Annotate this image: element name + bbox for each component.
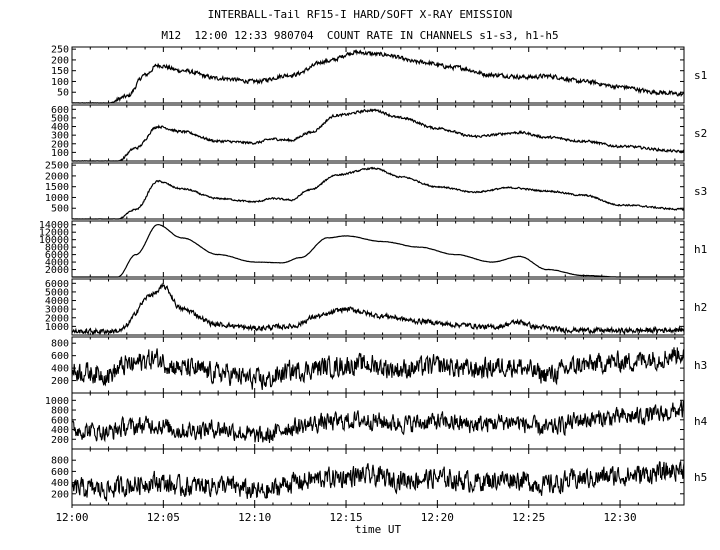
- y-tick-label: 600: [51, 105, 69, 116]
- y-tick-label: 500: [51, 204, 69, 215]
- y-tick-label: 200: [51, 55, 69, 66]
- panel-frame: [71, 104, 685, 162]
- y-tick-label: 8000: [45, 243, 69, 254]
- y-tick-label: 14000: [39, 220, 69, 231]
- panel-frame: [71, 278, 685, 336]
- y-tick-label: 200: [51, 376, 69, 387]
- y-tick-label: 500: [51, 113, 69, 124]
- y-tick-label: 600: [51, 351, 69, 362]
- panel-frame: [71, 46, 685, 104]
- y-tick-label: 2000: [45, 171, 69, 182]
- y-tick-label: 1000: [45, 322, 69, 333]
- y-tick-label: 1000: [45, 396, 69, 407]
- y-tick-label: 400: [51, 478, 69, 489]
- x-tick-label: 12:20: [421, 511, 454, 524]
- y-tick-label: 4000: [45, 258, 69, 269]
- series-line-s1: [71, 49, 685, 104]
- series-line-h2: [71, 282, 685, 336]
- y-tick-label: 600: [51, 415, 69, 426]
- panel-frame: [71, 162, 685, 220]
- x-tick-label: 12:00: [55, 511, 88, 524]
- y-tick-label: 2000: [45, 265, 69, 276]
- y-tick-label: 6000: [45, 250, 69, 261]
- series-label-h4: h4: [694, 415, 708, 428]
- y-tick-label: 250: [51, 45, 69, 56]
- series-label-h5: h5: [694, 471, 707, 484]
- y-tick-label: 12000: [39, 228, 69, 239]
- y-tick-label: 1000: [45, 193, 69, 204]
- series-label-s3: s3: [694, 185, 707, 198]
- y-tick-label: 1500: [45, 182, 69, 193]
- panel-frame: [71, 220, 685, 278]
- chart-title: INTERBALL-Tail RF15-I HARD/SOFT X-RAY EM…: [207, 8, 513, 21]
- series-line-h5: [71, 461, 685, 502]
- y-tick-label: 300: [51, 131, 69, 142]
- y-tick-label: 10000: [39, 235, 69, 246]
- y-tick-label: 200: [51, 489, 69, 500]
- series-label-h3: h3: [694, 359, 707, 372]
- y-tick-label: 200: [51, 435, 69, 446]
- y-tick-label: 400: [51, 122, 69, 133]
- y-tick-label: 800: [51, 406, 69, 417]
- y-tick-label: 4000: [45, 296, 69, 307]
- x-tick-label: 12:30: [603, 511, 636, 524]
- x-axis-label: time UT: [355, 523, 402, 536]
- x-tick-label: 12:15: [329, 511, 362, 524]
- y-tick-label: 600: [51, 467, 69, 478]
- series-line-h4: [71, 400, 685, 444]
- series-label-h2: h2: [694, 301, 707, 314]
- y-tick-label: 5000: [45, 287, 69, 298]
- series-line-h3: [71, 347, 685, 390]
- y-tick-label: 100: [51, 148, 69, 159]
- y-tick-label: 2500: [45, 161, 69, 172]
- y-tick-label: 3000: [45, 305, 69, 316]
- series-line-s2: [72, 108, 685, 162]
- chart-subtitle: M12 12:00 12:33 980704 COUNT RATE IN CHA…: [161, 29, 559, 42]
- y-tick-label: 800: [51, 339, 69, 350]
- y-tick-label: 400: [51, 425, 69, 436]
- panel-frame: [71, 448, 685, 506]
- x-tick-label: 12:10: [238, 511, 271, 524]
- y-tick-label: 6000: [45, 279, 69, 290]
- y-tick-label: 2000: [45, 313, 69, 324]
- y-tick-label: 150: [51, 66, 69, 77]
- series-label-h1: h1: [694, 243, 707, 256]
- x-tick-label: 12:25: [512, 511, 545, 524]
- y-tick-label: 400: [51, 364, 69, 375]
- x-tick-label: 12:05: [147, 511, 180, 524]
- series-line-s3: [72, 166, 685, 220]
- series-line-h1: [72, 223, 684, 278]
- series-label-s1: s1: [694, 69, 707, 82]
- y-tick-label: 800: [51, 456, 69, 467]
- y-tick-label: 50: [57, 88, 69, 99]
- y-tick-label: 100: [51, 77, 69, 88]
- y-tick-label: 200: [51, 139, 69, 150]
- series-label-s2: s2: [694, 127, 707, 140]
